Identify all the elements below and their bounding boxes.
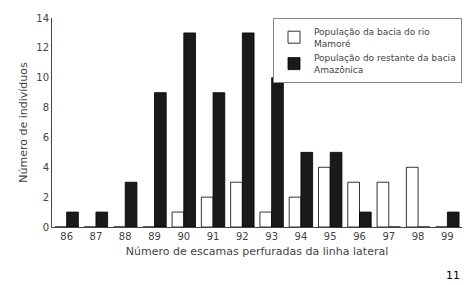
svg-text:96: 96 bbox=[353, 231, 366, 242]
svg-text:86: 86 bbox=[60, 231, 73, 242]
svg-text:0: 0 bbox=[43, 222, 49, 233]
svg-text:93: 93 bbox=[265, 231, 278, 242]
svg-text:População da bacia do rioMamor: População da bacia do rioMamoré bbox=[314, 27, 430, 49]
svg-text:90: 90 bbox=[177, 231, 190, 242]
svg-text:88: 88 bbox=[119, 231, 132, 242]
svg-text:14: 14 bbox=[36, 13, 49, 24]
svg-text:12: 12 bbox=[36, 42, 49, 53]
svg-text:Número de escamas perfuradas d: Número de escamas perfuradas da linha la… bbox=[126, 245, 388, 258]
svg-text:91: 91 bbox=[207, 231, 220, 242]
svg-text:94: 94 bbox=[295, 231, 308, 242]
svg-text:4: 4 bbox=[43, 162, 49, 173]
svg-text:87: 87 bbox=[90, 231, 103, 242]
svg-text:8: 8 bbox=[43, 102, 49, 113]
svg-text:89: 89 bbox=[148, 231, 161, 242]
svg-text:99: 99 bbox=[441, 231, 454, 242]
svg-text:11: 11 bbox=[446, 269, 460, 282]
svg-text:População do restante da bacia: População do restante da baciaAmazônica bbox=[314, 53, 456, 75]
svg-text:10: 10 bbox=[36, 72, 49, 83]
svg-text:95: 95 bbox=[324, 231, 337, 242]
svg-text:98: 98 bbox=[412, 231, 425, 242]
svg-text:97: 97 bbox=[382, 231, 395, 242]
svg-text:Número de indivíduos: Número de indivíduos bbox=[17, 62, 30, 183]
svg-text:92: 92 bbox=[236, 231, 249, 242]
svg-text:6: 6 bbox=[43, 132, 49, 143]
svg-text:2: 2 bbox=[43, 192, 49, 203]
